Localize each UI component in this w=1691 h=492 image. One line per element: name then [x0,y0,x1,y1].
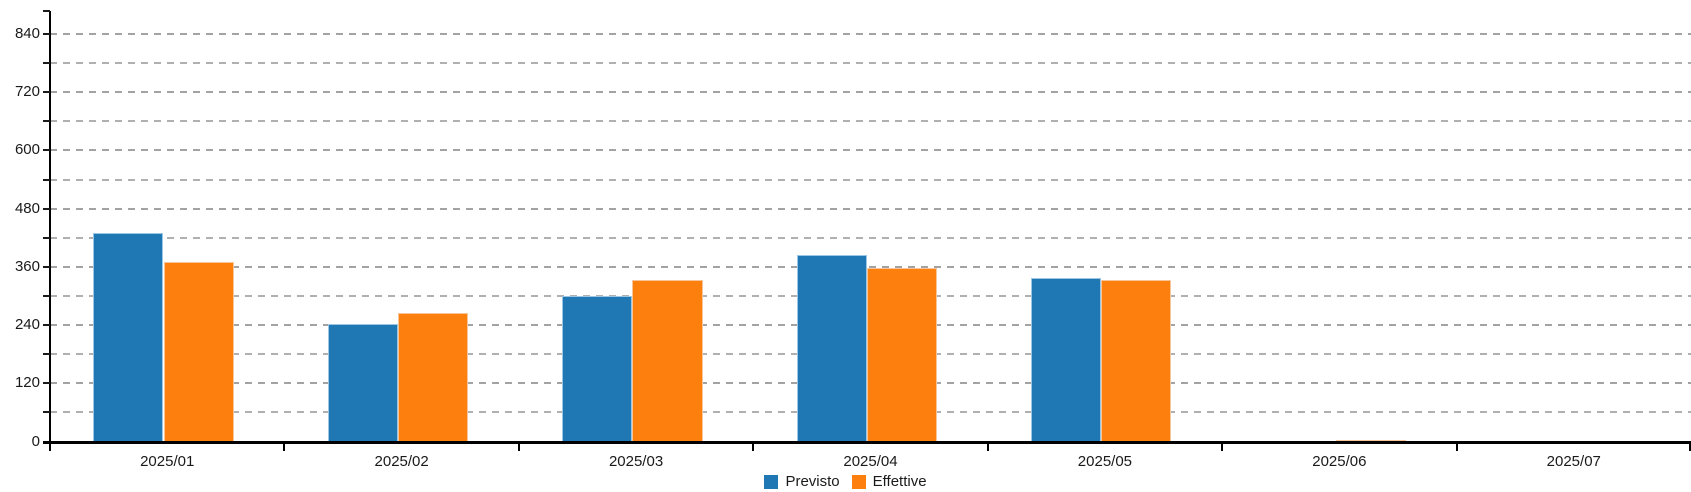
bar-previsto-2025-03 [562,295,633,442]
y-tick [43,149,50,152]
y-tick [43,91,50,94]
y-tick [43,294,50,297]
y-tick [43,120,50,123]
x-tick [1689,444,1691,451]
y-tick [43,324,50,327]
y-tick [43,207,50,210]
y-tick [43,382,50,385]
x-tick [986,444,989,451]
x-axis-label-2025-02: 2025/02 [374,453,429,470]
gridline-major [50,265,1691,268]
gridline-minor [50,178,1691,181]
legend: Previsto Effettive [0,473,1691,491]
bar-previsto-2025-04 [796,254,867,442]
x-axis-label-2025-07: 2025/07 [1546,453,1601,470]
y-tick [43,33,50,35]
y-axis-tick-label: 840 [14,25,40,42]
bar-previsto-2025-02 [327,323,398,442]
y-axis-tick-label: 480 [14,199,40,217]
x-tick [283,444,286,451]
x-tick [1221,444,1224,451]
legend-swatch-effettive [851,475,866,489]
x-tick [1455,444,1458,451]
y-axis-tick-label: 120 [14,374,40,392]
y-tick [43,62,50,65]
bar-effettive-2025-04 [866,267,937,442]
gridline-major [50,91,1691,94]
x-axis-label-2025-04: 2025/04 [843,453,898,470]
y-axis-top-cap [43,10,50,12]
legend-swatch-previsto [764,475,779,489]
gridline-major [50,33,1691,35]
x-tick [752,444,755,451]
y-tick [43,353,50,356]
x-axis-label-2025-06: 2025/06 [1312,453,1367,470]
bar-effettive-2025-06 [1335,440,1406,442]
x-axis-label-2025-01: 2025/01 [140,453,195,470]
y-tick [43,265,50,268]
bar-previsto-2025-01 [93,232,164,442]
legend-item-previsto[interactable]: Previsto [764,473,840,491]
bar-effettive-2025-05 [1101,279,1172,442]
y-tick [43,236,50,239]
y-axis-line [49,11,51,445]
y-axis-tick-label: 360 [14,257,40,275]
bar-effettive-2025-02 [397,313,469,442]
bar-effettive-2025-03 [632,279,703,442]
legend-label: Previsto [785,473,840,490]
y-axis-tick-label: 600 [14,141,40,159]
x-tick [49,444,51,451]
x-axis-label-2025-05: 2025/05 [1077,453,1133,470]
y-axis-tick-label: 0 [31,432,40,450]
x-axis-line [43,441,1691,444]
gridline-minor [50,120,1691,123]
bar-previsto-2025-05 [1031,277,1102,442]
y-tick [43,411,50,414]
gridline-major [50,149,1691,152]
y-axis-tick-label: 240 [14,316,40,334]
gridline-minor [50,62,1691,65]
y-axis-tick-label: 720 [14,83,40,101]
legend-item-effettive[interactable]: Effettive [851,473,927,491]
legend-label: Effettive [872,473,927,490]
y-tick [43,178,50,181]
bar-effettive-2025-01 [163,262,234,442]
gridline-major [50,207,1691,210]
x-tick [517,444,520,451]
x-axis-label-2025-03: 2025/03 [608,453,664,470]
gridline-minor [50,236,1691,239]
